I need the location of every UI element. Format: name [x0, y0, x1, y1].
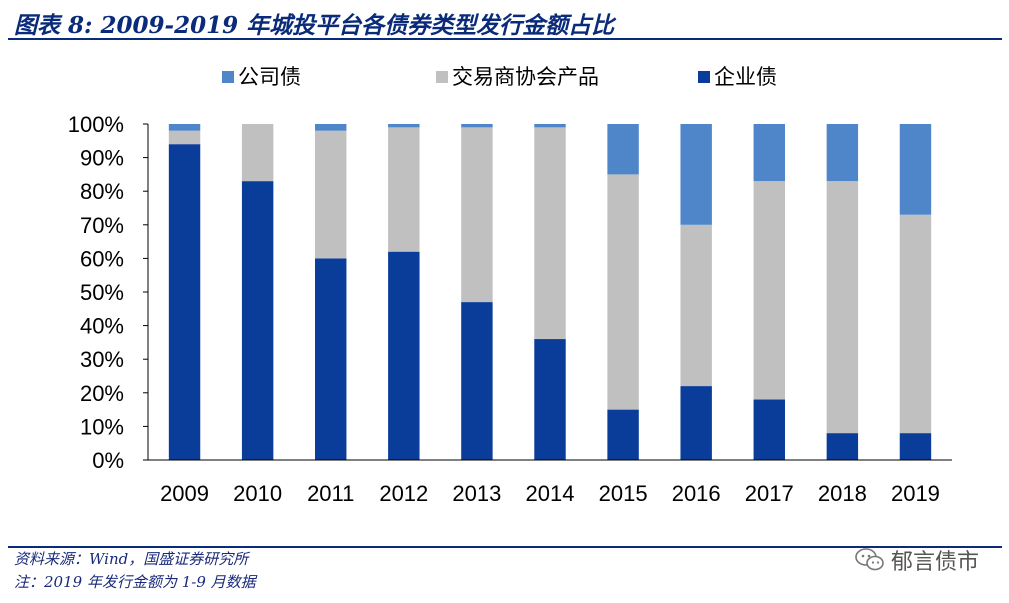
bar-segment-企业债-2013: [461, 302, 493, 460]
bar-segment-交易商协会产品-2018: [826, 181, 859, 434]
y-tick-label: 40%: [80, 314, 124, 339]
x-tick-label: 2016: [672, 481, 721, 506]
watermark: 郁言债市: [855, 544, 979, 576]
bar-segment-企业债-2018: [826, 433, 859, 460]
title-divider: [8, 38, 1002, 40]
bar-segment-交易商协会产品-2010: [241, 124, 274, 182]
axes-group: 0% 10% 20% 30% 40% 50% 60% 70% 80% 90% 100% 2009 201…: [68, 112, 952, 506]
wechat-icon: [855, 548, 884, 571]
bar-segment-交易商协会产品-2016: [680, 224, 712, 387]
y-tick-label: 10%: [80, 414, 124, 439]
legend-label: 交易商协会产品: [452, 65, 599, 89]
bar-segment-企业债-2011: [315, 258, 347, 460]
bar-segment-公司债-2016: [680, 124, 712, 225]
bar-segment-公司债-2018: [826, 124, 859, 182]
x-tick-label: 2013: [452, 481, 501, 506]
y-tick-label: 70%: [80, 213, 124, 238]
bar-segment-企业债-2010: [241, 181, 274, 460]
y-tick-label: 60%: [80, 246, 124, 271]
y-tick-label: 90%: [80, 146, 124, 171]
bar-segment-交易商协会产品-2011: [315, 130, 347, 259]
bar-segment-公司债-2017: [753, 124, 785, 182]
x-tick-label: 2019: [891, 481, 940, 506]
bar-segment-公司债-2019: [899, 124, 932, 215]
x-tick-label: 2018: [818, 481, 867, 506]
source-note: 资料来源：Wind，国盛证券研究所: [14, 550, 249, 568]
bar-segment-企业债-2017: [753, 399, 785, 460]
x-tick-label: 2012: [379, 481, 428, 506]
bar-segment-公司债-2014: [534, 124, 566, 128]
bar-segment-交易商协会产品-2013: [461, 127, 493, 303]
bar-segment-企业债-2014: [534, 339, 566, 460]
footer-divider: [8, 546, 1002, 548]
bars-group: [168, 124, 932, 460]
legend-label: 企业债: [714, 65, 777, 89]
bar-segment-交易商协会产品-2015: [607, 174, 639, 410]
bar-segment-企业债-2019: [899, 433, 932, 460]
x-tick-label: 2009: [160, 481, 209, 506]
bar-segment-交易商协会产品-2017: [753, 181, 785, 400]
bar-segment-公司债-2012: [388, 124, 420, 128]
bar-segment-交易商协会产品-2009: [168, 130, 201, 145]
x-tick-label: 2010: [233, 481, 282, 506]
x-tick-label: 2011: [307, 481, 354, 506]
x-tick-label: 2017: [745, 481, 794, 506]
y-tick-label: 80%: [80, 179, 124, 204]
legend-swatch: [436, 71, 448, 83]
bar-segment-企业债-2016: [680, 386, 712, 460]
bar-segment-公司债-2009: [168, 124, 201, 131]
bar-segment-公司债-2011: [315, 124, 347, 131]
y-tick-label: 100%: [68, 112, 124, 137]
bar-segment-公司债-2013: [461, 124, 493, 128]
chart-title: 图表 8: 2009-2019 年城投平台各债券类型发行金额占比: [14, 12, 615, 39]
bar-segment-企业债-2012: [388, 251, 420, 460]
bar-segment-公司债-2015: [607, 124, 639, 175]
watermark-text: 郁言债市: [890, 550, 979, 575]
legend-swatch: [222, 71, 234, 83]
bar-segment-交易商协会产品-2012: [388, 127, 420, 252]
bar-segment-企业债-2009: [168, 144, 201, 460]
x-tick-label: 2014: [526, 481, 575, 506]
y-tick-label: 0%: [92, 448, 124, 473]
data-note: 注：2019 年发行金额为 1-9 月数据: [14, 573, 256, 591]
x-tick-label: 2015: [599, 481, 648, 506]
bar-segment-交易商协会产品-2019: [899, 214, 932, 434]
y-tick-label: 50%: [80, 280, 124, 305]
legend-label: 公司债: [238, 65, 301, 89]
y-tick-label: 30%: [80, 347, 124, 372]
bar-segment-交易商协会产品-2014: [534, 127, 566, 340]
legend: 公司债 交易商协会产品 企业债: [222, 65, 777, 89]
stacked-bar-chart: 公司债 交易商协会产品 企业债 0% 10% 20% 30% 40% 50% 60% 70% 80%…: [68, 65, 952, 506]
y-tick-label: 20%: [80, 381, 124, 406]
legend-swatch: [698, 71, 710, 83]
bar-segment-企业债-2015: [607, 409, 639, 460]
